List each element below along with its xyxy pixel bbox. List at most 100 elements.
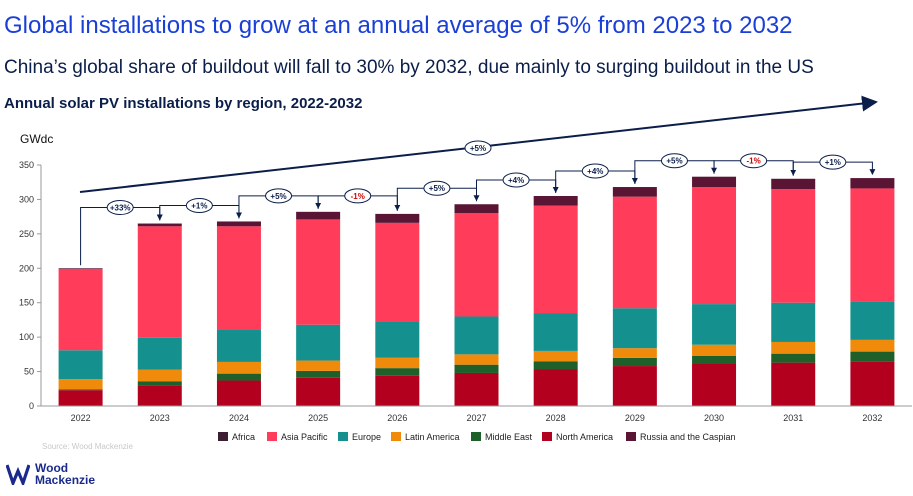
y-tick-label: 250 xyxy=(19,229,34,239)
bar-latin-america-2031: Latin America 2031: 17 xyxy=(771,341,816,354)
trend-arrow: +5% xyxy=(79,95,878,193)
legend-label: Latin America xyxy=(405,432,460,442)
y-tick-label: 150 xyxy=(19,298,34,308)
bar-latin-america-2029: Latin America 2029: 14 xyxy=(612,348,657,358)
bar-russia-and-the-caspian-2022: Russia and the Caspian 2022: 1 xyxy=(58,268,103,269)
growth-badge xyxy=(581,163,609,179)
growth-badge-label: +5% xyxy=(270,192,286,201)
growth-badge-label: +1% xyxy=(825,158,841,167)
legend-label: Middle East xyxy=(485,432,533,442)
wood-mackenzie-logo: Wood Mackenzie xyxy=(6,462,95,486)
x-tick-label: 2026 xyxy=(387,413,407,423)
legend-swatch xyxy=(542,432,552,441)
bar-asia-pacific-2027: Asia Pacific 2027: 150 xyxy=(454,213,499,317)
bar-europe-2024: Europe 2024: 47 xyxy=(216,329,261,362)
bar-asia-pacific-2023: Asia Pacific 2023: 162 xyxy=(137,226,182,338)
bar-asia-pacific-2032: Asia Pacific 2032: 164 xyxy=(850,188,895,302)
bar-russia-and-the-caspian-2025: Russia and the Caspian 2025: 11 xyxy=(296,211,341,220)
legend-swatch xyxy=(338,432,348,441)
x-tick-label: 2029 xyxy=(625,413,645,423)
legend-label: Asia Pacific xyxy=(281,432,328,442)
y-axis: 0 50 100 150 200 250 300 350 xyxy=(19,160,42,411)
bar-latin-america-2027: Latin America 2027: 15 xyxy=(454,354,499,365)
bar-middle-east-2031: Middle East 2031: 13 xyxy=(771,353,816,363)
bar-latin-america-2026: Latin America 2026: 15 xyxy=(375,357,420,369)
bar-latin-america-2032: Latin America 2032: 17 xyxy=(850,339,895,352)
growth-badge-label: +5% xyxy=(666,157,682,166)
bar-europe-2028: Europe 2028: 55 xyxy=(533,313,578,351)
bar-north-america-2022: North America 2022: 23 xyxy=(58,390,103,406)
growth-badge-label: -1% xyxy=(747,157,761,166)
growth-badge xyxy=(106,200,134,216)
y-tick-label: 100 xyxy=(19,332,34,342)
growth-badge-label: -1% xyxy=(351,192,365,201)
bar-north-america-2028: North America 2028: 53 xyxy=(533,369,578,406)
x-tick-label: 2023 xyxy=(150,413,170,423)
legend: Africa Asia Pacific Europe Latin America Mid… xyxy=(218,432,736,442)
bar-north-america-2030: North America 2030: 61 xyxy=(692,363,737,406)
legend-swatch xyxy=(471,432,481,441)
bar-asia-pacific-2029: Asia Pacific 2029: 162 xyxy=(612,196,657,309)
bar-asia-pacific-2031: Asia Pacific 2031: 165 xyxy=(771,189,816,303)
x-tick-label: 2022 xyxy=(71,413,91,423)
bar-north-america-2024: North America 2024: 37 xyxy=(216,380,261,406)
page-subtitle: China’s global share of buildout will fa… xyxy=(4,57,814,78)
y-tick-label: 0 xyxy=(29,401,34,411)
bar-middle-east-2022: Middle East 2022: 1 xyxy=(58,389,103,391)
bar-asia-pacific-2022: Asia Pacific 2022: 118 xyxy=(58,268,103,351)
bar-europe-2029: Europe 2029: 58 xyxy=(612,308,657,349)
x-tick-label: 2027 xyxy=(466,413,486,423)
legend-label: North America xyxy=(556,432,613,442)
trend-badge-label: +5% xyxy=(470,144,486,153)
growth-badge xyxy=(819,154,847,170)
bar-middle-east-2027: Middle East 2027: 12 xyxy=(454,364,499,373)
bar-north-america-2032: North America 2032: 65 xyxy=(850,361,895,406)
bar-russia-and-the-caspian-2026: Russia and the Caspian 2026: 13 xyxy=(375,213,420,223)
y-tick-label: 350 xyxy=(19,160,34,170)
legend-label: Russia and the Caspian xyxy=(640,432,736,442)
bar-russia-and-the-caspian-2024: Russia and the Caspian 2024: 7 xyxy=(216,221,261,227)
bar-middle-east-2028: Middle East 2028: 12 xyxy=(533,361,578,370)
legend-swatch xyxy=(267,432,277,441)
y-axis-unit: GWdc xyxy=(20,132,53,146)
bar-asia-pacific-2025: Asia Pacific 2025: 153 xyxy=(296,219,341,325)
bar-north-america-2031: North America 2031: 63 xyxy=(771,362,816,406)
legend-swatch xyxy=(218,432,228,441)
bar-middle-east-2030: Middle East 2030: 12 xyxy=(692,355,737,364)
logo-line-1: Wood xyxy=(35,461,69,475)
bar-north-america-2023: North America 2023: 30 xyxy=(137,385,182,406)
bar-middle-east-2026: Middle East 2026: 11 xyxy=(375,368,420,376)
x-tick-label: 2032 xyxy=(862,413,882,423)
legend-label: Africa xyxy=(232,432,255,442)
bar-latin-america-2030: Latin America 2030: 16 xyxy=(692,344,737,356)
bar-russia-and-the-caspian-2030: Russia and the Caspian 2030: 15 xyxy=(692,176,737,188)
bar-asia-pacific-2030: Asia Pacific 2030: 170 xyxy=(692,187,737,305)
legend-label: Europe xyxy=(352,432,381,442)
legend-swatch xyxy=(391,432,401,441)
bar-latin-america-2028: Latin America 2028: 15 xyxy=(533,350,578,362)
growth-badge xyxy=(740,153,768,169)
bar-europe-2030: Europe 2030: 59 xyxy=(692,304,737,345)
bar-russia-and-the-caspian-2031: Russia and the Caspian 2031: 15 xyxy=(771,178,816,190)
bar-russia-and-the-caspian-2032: Russia and the Caspian 2032: 15 xyxy=(850,178,895,189)
bar-europe-2022: Europe 2022: 42 xyxy=(58,350,103,380)
bar-middle-east-2032: Middle East 2032: 14 xyxy=(850,351,895,362)
bar-asia-pacific-2028: Asia Pacific 2028: 156 xyxy=(533,205,578,314)
bar-russia-and-the-caspian-2029: Russia and the Caspian 2029: 14 xyxy=(612,187,657,197)
bar-europe-2025: Europe 2025: 52 xyxy=(296,324,341,361)
growth-badge xyxy=(502,172,530,188)
legend-swatch xyxy=(626,432,636,441)
page-title: Global installations to grow at an annua… xyxy=(4,12,793,39)
growth-badge-label: +5% xyxy=(429,184,445,193)
bar-latin-america-2024: Latin America 2024: 17 xyxy=(216,361,261,374)
growth-connectors: +33% +1% +5% -1% +5% +4% +4% +5% -1% +1% xyxy=(80,153,876,266)
logo-line-2: Mackenzie xyxy=(35,473,96,487)
bar-europe-2032: Europe 2032: 56 xyxy=(850,301,895,340)
y-tick-label: 50 xyxy=(24,367,34,377)
growth-badge-label: +33% xyxy=(110,204,131,213)
bar-russia-and-the-caspian-2028: Russia and the Caspian 2028: 14 xyxy=(533,195,578,206)
source-note: Source: Wood Mackenzie xyxy=(42,442,134,451)
bar-series: North America 2022: 23Middle East 2022: … xyxy=(58,176,895,406)
bar-europe-2023: Europe 2023: 46 xyxy=(137,337,182,370)
